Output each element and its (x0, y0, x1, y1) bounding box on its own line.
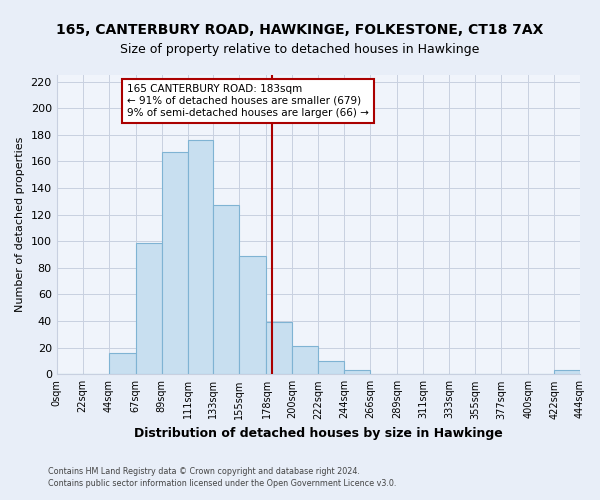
Bar (344, 370, 370, 374)
Y-axis label: Number of detached properties: Number of detached properties (15, 137, 25, 312)
X-axis label: Distribution of detached houses by size in Hawkinge: Distribution of detached houses by size … (134, 427, 503, 440)
Bar (187, 140, 214, 374)
Bar (161, 152, 187, 374)
Bar (319, 361, 344, 374)
Bar (554, 370, 580, 374)
Bar (239, 256, 266, 374)
Text: 165 CANTERBURY ROAD: 183sqm
← 91% of detached houses are smaller (679)
9% of sem: 165 CANTERBURY ROAD: 183sqm ← 91% of det… (127, 84, 369, 117)
Bar (266, 322, 292, 374)
Text: Contains public sector information licensed under the Open Government Licence v3: Contains public sector information licen… (48, 478, 397, 488)
Text: Contains HM Land Registry data © Crown copyright and database right 2024.: Contains HM Land Registry data © Crown c… (48, 467, 360, 476)
Text: 165, CANTERBURY ROAD, HAWKINGE, FOLKESTONE, CT18 7AX: 165, CANTERBURY ROAD, HAWKINGE, FOLKESTO… (56, 22, 544, 36)
Bar (136, 242, 161, 374)
Text: Size of property relative to detached houses in Hawkinge: Size of property relative to detached ho… (121, 42, 479, 56)
Bar (292, 346, 319, 374)
Bar (109, 353, 136, 374)
Bar (214, 206, 239, 374)
